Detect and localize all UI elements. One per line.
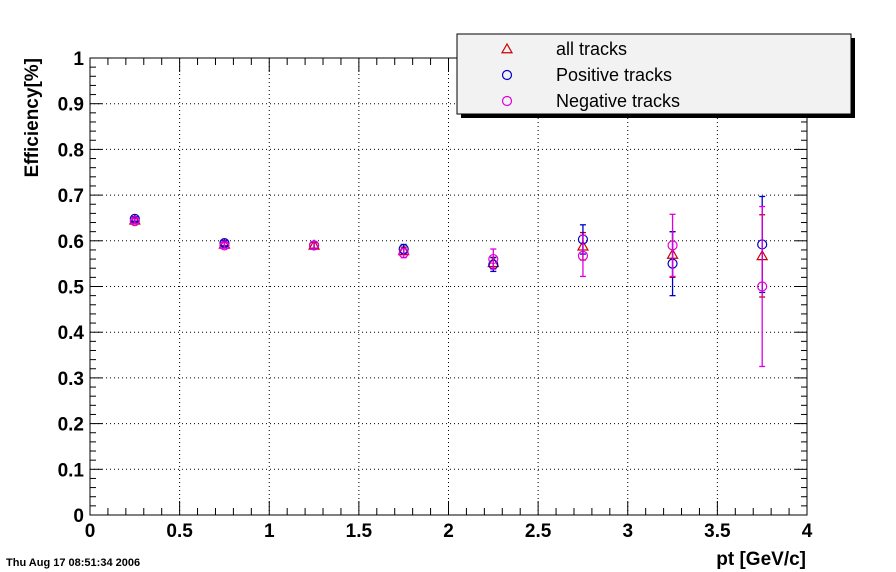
data-point — [667, 240, 678, 251]
data-point — [129, 216, 140, 227]
y-tick-label: 0.3 — [58, 369, 84, 390]
y-tick-label: 0 — [73, 506, 84, 527]
y-tick-label: 0.9 — [58, 95, 84, 116]
data-point — [757, 281, 768, 292]
x-tick-label: 0.5 — [166, 521, 193, 542]
y-tick-label: 0.2 — [58, 415, 84, 436]
data-point — [577, 250, 589, 261]
legend-marker — [501, 95, 513, 107]
x-tick-label: 1 — [264, 521, 275, 542]
data-points — [128, 195, 769, 368]
data-point — [398, 248, 409, 259]
tick-labels: 0 0.5 1 1.5 2 2.5 3 3.5 4 0 0.1 0.2 0.3 0.4 0.5 0.6 0.7 0… — [58, 49, 813, 542]
legend-marker — [500, 42, 514, 54]
y-tick-label: 1 — [73, 49, 84, 70]
data-point — [219, 240, 230, 251]
x-tick-label: 2 — [443, 521, 454, 542]
legend-box — [456, 33, 852, 115]
data-point — [488, 253, 499, 265]
x-tick-label: 1.5 — [346, 521, 373, 542]
x-tick-label: 4 — [802, 521, 813, 542]
legend-entry: Positive tracks — [556, 65, 672, 85]
grid-lines — [90, 58, 807, 515]
y-tick-label: 0.7 — [58, 186, 84, 207]
timestamp-label: Thu Aug 17 08:51:34 2006 — [6, 557, 140, 569]
y-tick-label: 0.8 — [58, 140, 84, 161]
axis-ticks — [89, 57, 808, 516]
x-axis-title: pt [GeV/c] — [716, 549, 806, 570]
legend-entry: all tracks — [556, 39, 627, 59]
series-negative-tracks — [129, 205, 768, 368]
legend-entry: Negative tracks — [556, 91, 680, 111]
series-all-tracks — [128, 214, 769, 298]
data-point — [308, 240, 320, 251]
legend: all tracks Positive tracks Negative tracks — [456, 33, 855, 118]
y-tick-label: 0.6 — [58, 232, 84, 253]
y-tick-label: 0.1 — [58, 460, 85, 481]
y-tick-label: 0.4 — [58, 323, 85, 344]
x-tick-label: 2.5 — [525, 521, 552, 542]
x-tick-label: 3.5 — [704, 521, 731, 542]
x-tick-label: 0 — [85, 521, 96, 542]
legend-marker — [501, 69, 513, 81]
x-tick-label: 3 — [622, 521, 633, 542]
y-tick-label: 0.5 — [58, 278, 85, 299]
y-axis-title: Efficiency[%] — [22, 58, 43, 177]
